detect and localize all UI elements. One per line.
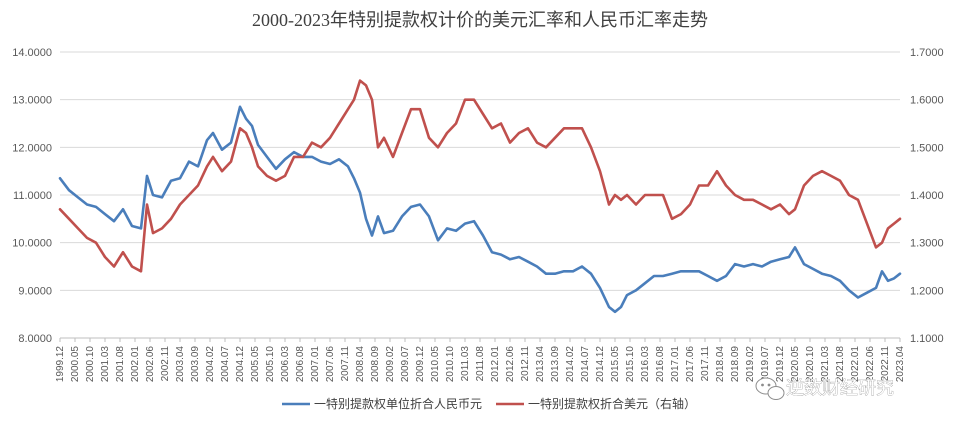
y-axis-right: 1.1000 1.2000 1.3000 1.4000 1.5000 1.6000 1.70… <box>910 47 944 345</box>
x-tick-label: 2017.11 <box>700 346 711 382</box>
x-tick-label: 2016.08 <box>655 346 666 383</box>
x-tick-label: 2014.12 <box>595 346 606 383</box>
y-tick-right: 1.1000 <box>910 333 944 345</box>
x-tick-label: 2003.09 <box>190 346 201 383</box>
x-tick-label: 2023.04 <box>895 346 906 383</box>
x-tick-label: 2017.01 <box>670 346 681 383</box>
x-tick-label: 2002.11 <box>160 346 171 382</box>
x-tick-label: 2007.06 <box>325 346 336 383</box>
x-tick-label: 2001.08 <box>115 346 126 383</box>
x-tick-label: 2011.03 <box>460 346 471 382</box>
x-tick-label: 2002.01 <box>130 346 141 383</box>
x-tick-label: 2006.03 <box>280 346 291 383</box>
x-tick-label: 2016.03 <box>640 346 651 383</box>
x-tick-label: 2009.07 <box>400 346 411 383</box>
x-tick-label: 2007.01 <box>310 346 321 383</box>
x-tick-label: 2008.09 <box>370 346 381 383</box>
x-axis: 1999.12 2000.05 2000.10 2001.03 2001.08 2002.… <box>55 337 906 383</box>
x-tick-label: 2017.06 <box>685 346 696 383</box>
x-tick-label: 2013.04 <box>535 346 546 383</box>
wechat-eye <box>767 383 771 387</box>
x-tick-label: 2012.06 <box>505 346 516 383</box>
x-tick-label: 2015.05 <box>610 346 621 383</box>
x-tick-label: 2020.10 <box>805 346 816 383</box>
y-tick-left: 10.0000 <box>12 238 52 250</box>
legend-label: 一特别提款权折合美元（右轴） <box>528 396 696 411</box>
legend-label: 一特别提款权单位折合人民币元 <box>314 396 482 411</box>
gridlines <box>60 51 900 339</box>
x-tick-label: 2009.12 <box>415 346 426 383</box>
x-tick-label: 2021.08 <box>835 346 846 383</box>
x-tick-label: 2012.11 <box>520 346 531 382</box>
x-tick-label: 2015.10 <box>625 346 636 383</box>
series-line-rmb <box>58 105 902 314</box>
x-tick-label: 2003.04 <box>175 346 186 383</box>
x-tick-label: 2005.05 <box>250 346 261 383</box>
watermark-text: 逆数财经研究 <box>786 378 894 399</box>
x-tick-label: 2000.05 <box>70 346 81 383</box>
x-tick-label: 2021.03 <box>820 346 831 383</box>
series-line-usd <box>58 79 902 273</box>
y-tick-left: 14.0000 <box>12 47 52 59</box>
wechat-bubble-small <box>767 386 785 400</box>
watermark: 逆数财经研究 <box>755 377 894 400</box>
y-tick-right: 1.4000 <box>910 190 944 202</box>
x-tick-label: 2006.08 <box>295 346 306 383</box>
y-tick-left: 13.0000 <box>12 95 52 107</box>
x-tick-label: 2018.09 <box>730 346 741 383</box>
y-tick-left: 8.0000 <box>18 333 52 345</box>
x-tick-label: 2005.10 <box>265 346 276 383</box>
x-tick-label: 2010.05 <box>430 346 441 383</box>
y-tick-left: 9.0000 <box>18 285 52 297</box>
x-tick-label: 2004.12 <box>235 346 246 383</box>
y-tick-right: 1.7000 <box>910 47 944 59</box>
legend-item: 一特别提款权单位折合人民币元 <box>282 396 482 411</box>
x-tick-label: 2018.04 <box>715 346 726 383</box>
x-tick-label: 2007.11 <box>340 346 351 382</box>
x-tick-label: 2008.04 <box>355 346 366 383</box>
wechat-icon <box>755 377 785 400</box>
x-tick-label: 2019.12 <box>775 346 786 383</box>
x-tick-label: 2009.02 <box>385 346 396 383</box>
chart-title: 2000-2023年特别提款权计价的美元汇率和人民币汇率走势 <box>252 10 708 30</box>
x-tick-label: 2022.11 <box>880 346 891 382</box>
x-tick-label: 2010.10 <box>445 346 456 383</box>
x-tick-label: 2014.02 <box>565 346 576 383</box>
x-tick-label: 2002.06 <box>145 346 156 383</box>
x-tick-label: 2022.01 <box>850 346 861 383</box>
x-tick-label: 2004.07 <box>220 346 231 383</box>
wechat-eye <box>761 383 764 387</box>
legend-item: 一特别提款权折合美元（右轴） <box>496 396 696 411</box>
x-tick-label: 2022.06 <box>865 346 876 383</box>
y-axis-left: 8.0000 9.0000 10.0000 11.0000 12.0000 13.0000… <box>12 47 52 345</box>
x-tick-label: 2012.01 <box>490 346 501 383</box>
x-tick-label: 2000.10 <box>85 346 96 383</box>
y-tick-right: 1.3000 <box>910 238 944 250</box>
x-tick-label: 1999.12 <box>55 346 66 383</box>
y-tick-right: 1.2000 <box>910 285 944 297</box>
x-tick-label: 2020.05 <box>790 346 801 383</box>
y-tick-right: 1.5000 <box>910 142 944 154</box>
legend: 一特别提款权单位折合人民币元 一特别提款权折合美元（右轴） <box>282 396 696 411</box>
x-tick-label: 2004.02 <box>205 346 216 383</box>
x-tick-label: 2019.02 <box>745 346 756 383</box>
x-tick-label: 2013.09 <box>550 346 561 383</box>
y-tick-left: 12.0000 <box>12 142 52 154</box>
x-tick-label: 2001.03 <box>100 346 111 383</box>
y-tick-left: 11.0000 <box>13 190 52 202</box>
x-tick-label: 2014.07 <box>580 346 591 383</box>
series-lines <box>58 79 902 314</box>
y-tick-right: 1.6000 <box>910 95 944 107</box>
x-tick-label: 2019.07 <box>760 346 771 383</box>
x-tick-label: 2011.08 <box>475 346 486 382</box>
